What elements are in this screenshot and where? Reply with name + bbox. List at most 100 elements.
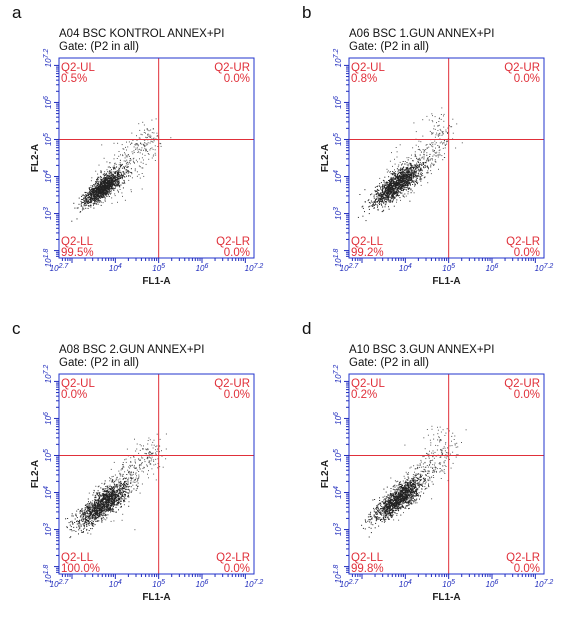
event-dot bbox=[150, 135, 152, 137]
event-dot bbox=[117, 503, 119, 504]
event-dot bbox=[95, 513, 97, 515]
event-dot bbox=[112, 184, 114, 186]
event-dot bbox=[402, 181, 404, 183]
event-dot bbox=[88, 515, 89, 517]
event-dot bbox=[409, 172, 411, 174]
event-dot bbox=[413, 173, 415, 174]
event-dot bbox=[115, 506, 117, 508]
event-dot bbox=[372, 206, 374, 207]
event-dot bbox=[411, 171, 413, 173]
event-dot bbox=[96, 504, 98, 506]
event-dot bbox=[142, 121, 144, 123]
event-dot bbox=[393, 194, 394, 196]
event-dot bbox=[111, 498, 113, 500]
event-dot bbox=[116, 185, 118, 187]
event-dot bbox=[392, 188, 394, 190]
event-dot bbox=[392, 180, 394, 182]
event-dot bbox=[407, 168, 408, 170]
event-dot bbox=[413, 181, 415, 183]
event-dot bbox=[122, 491, 124, 493]
event-dot bbox=[95, 197, 97, 199]
event-dot bbox=[98, 193, 100, 195]
event-dot bbox=[128, 496, 130, 498]
event-dot bbox=[112, 183, 114, 185]
event-dot bbox=[105, 509, 107, 511]
event-dot bbox=[105, 182, 107, 184]
event-dot bbox=[89, 196, 91, 198]
event-dot bbox=[412, 172, 414, 174]
event-dot bbox=[398, 194, 400, 196]
event-dot bbox=[109, 493, 111, 495]
event-dot bbox=[106, 190, 108, 192]
event-dot bbox=[66, 526, 68, 528]
quadrant-ur-value: 0.0% bbox=[514, 73, 540, 85]
event-dot bbox=[165, 458, 167, 460]
event-dot bbox=[125, 169, 127, 171]
event-dot bbox=[88, 522, 90, 524]
event-dot bbox=[411, 165, 413, 167]
plot-title: A04 BSC KONTROL ANNEX+PI bbox=[59, 28, 225, 40]
event-dot bbox=[96, 197, 98, 199]
event-dot bbox=[409, 177, 410, 179]
event-dot bbox=[89, 188, 90, 190]
event-dot bbox=[96, 512, 98, 514]
event-dot bbox=[112, 177, 114, 179]
event-dot bbox=[105, 183, 107, 185]
plot-title: A08 BSC 2.GUN ANNEX+PI bbox=[59, 344, 205, 356]
event-dot bbox=[88, 524, 90, 526]
event-dot bbox=[402, 170, 404, 172]
event-dot bbox=[412, 172, 413, 174]
event-dot bbox=[96, 190, 97, 192]
event-dot bbox=[118, 490, 120, 492]
event-dot bbox=[429, 130, 431, 132]
event-dot bbox=[75, 530, 77, 532]
event-dot bbox=[397, 166, 399, 168]
event-dot bbox=[388, 199, 390, 201]
event-dot bbox=[111, 176, 113, 178]
event-dot bbox=[414, 183, 416, 185]
event-dot bbox=[129, 467, 131, 469]
event-dot bbox=[86, 198, 88, 200]
event-dot bbox=[415, 167, 417, 168]
event-dot bbox=[115, 511, 117, 513]
event-dot bbox=[117, 142, 119, 144]
event-dot bbox=[119, 170, 121, 172]
event-dot bbox=[150, 136, 152, 138]
event-dot bbox=[90, 198, 92, 200]
event-dot bbox=[104, 514, 106, 515]
event-dot bbox=[100, 487, 102, 489]
event-dot bbox=[384, 187, 386, 189]
event-dot bbox=[402, 169, 404, 171]
event-dot bbox=[88, 503, 90, 505]
event-dot bbox=[438, 118, 440, 120]
event-dot bbox=[87, 505, 89, 507]
event-dot bbox=[90, 202, 92, 204]
event-dot bbox=[376, 196, 378, 198]
event-dot bbox=[414, 171, 415, 173]
event-dot bbox=[111, 492, 113, 494]
event-dot bbox=[370, 194, 371, 196]
event-dot bbox=[390, 183, 392, 185]
event-dot bbox=[97, 499, 99, 501]
event-dot bbox=[426, 158, 428, 160]
event-dot bbox=[120, 178, 122, 179]
event-dot bbox=[426, 147, 428, 149]
event-dot bbox=[120, 489, 122, 491]
event-dot bbox=[395, 178, 397, 180]
event-dot bbox=[397, 169, 399, 171]
event-dot bbox=[431, 142, 433, 144]
event-dot bbox=[126, 141, 127, 143]
event-dot bbox=[123, 168, 125, 170]
event-dot bbox=[155, 154, 157, 156]
plot-area: 102.7 104 105 106 107.2101.8103104105106107.… bbox=[30, 49, 263, 287]
event-dot bbox=[86, 528, 88, 530]
event-dot bbox=[96, 193, 98, 195]
event-dot bbox=[391, 187, 393, 188]
event-dot bbox=[136, 448, 138, 450]
event-dot bbox=[90, 194, 92, 196]
event-dot bbox=[103, 193, 105, 195]
event-dot bbox=[149, 149, 151, 151]
event-dot bbox=[118, 151, 120, 152]
event-dot bbox=[106, 161, 108, 163]
event-dot bbox=[69, 524, 71, 526]
